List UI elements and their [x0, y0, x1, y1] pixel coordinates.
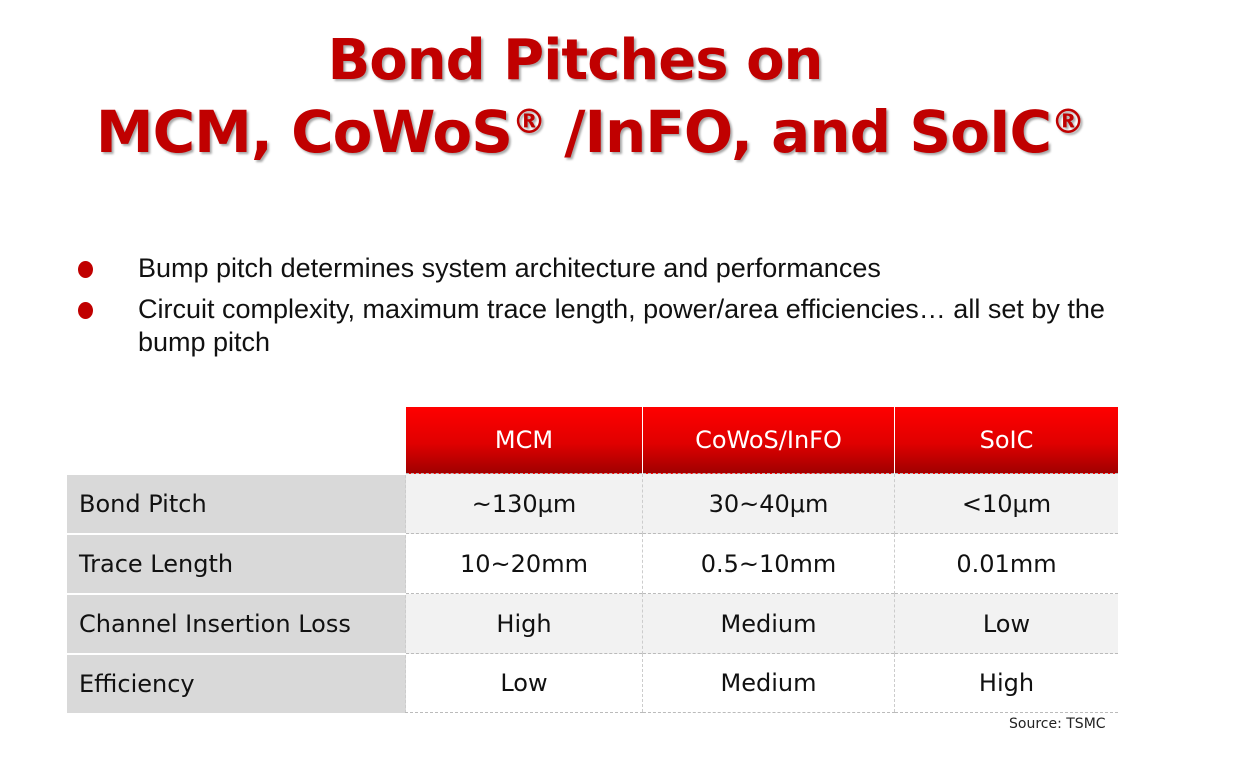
cell: Low — [405, 653, 643, 713]
row-label: Bond Pitch — [67, 472, 406, 534]
header-blank — [67, 407, 406, 474]
source-caption: Source: TSMC — [1009, 716, 1106, 732]
cell: <10μm — [894, 473, 1118, 534]
cell: 0.5~10mm — [642, 533, 895, 594]
registered-mark: ® — [1051, 102, 1085, 142]
cell: 30~40μm — [642, 473, 895, 534]
header-cowos-info: CoWoS/InFO — [642, 407, 895, 474]
bullet-item: Circuit complexity, maximum trace length… — [78, 293, 1178, 359]
header-soic: SoIC — [894, 407, 1118, 474]
bullet-dot-icon — [78, 302, 93, 319]
title-text: MCM, CoWoS — [95, 98, 513, 166]
title-text: /InFO, and SoIC — [545, 98, 1052, 166]
bullet-text: Circuit complexity, maximum trace length… — [138, 294, 1105, 357]
cell: Medium — [642, 653, 895, 713]
cell: 0.01mm — [894, 533, 1118, 594]
row-label: Trace Length — [67, 532, 406, 594]
table-row: Trace Length 10~20mm 0.5~10mm 0.01mm — [67, 532, 1118, 594]
cell: ~130μm — [405, 473, 643, 534]
table-row: Bond Pitch ~130μm 30~40μm <10μm — [67, 472, 1118, 534]
slide-title-line1: Bond Pitches on — [327, 28, 824, 93]
header-mcm: MCM — [405, 407, 643, 474]
cell: Low — [894, 593, 1118, 654]
table-row: Channel Insertion Loss High Medium Low — [67, 592, 1118, 654]
bullet-text: Bump pitch determines system architectur… — [138, 253, 881, 283]
cell: High — [405, 593, 643, 654]
slide-title-line2: MCM, CoWoS® /InFO, and SoIC® — [0, 98, 1180, 166]
registered-mark: ® — [512, 102, 546, 142]
cell: High — [894, 653, 1118, 713]
bullet-item: Bump pitch determines system architectur… — [78, 252, 1178, 285]
bullet-dot-icon — [78, 261, 93, 278]
bullet-list: Bump pitch determines system architectur… — [78, 252, 1178, 367]
cell: Medium — [642, 593, 895, 654]
table-header-row: MCM CoWoS/InFO SoIC — [67, 407, 1118, 474]
row-label: Channel Insertion Loss — [67, 592, 406, 654]
row-label: Efficiency — [67, 652, 406, 713]
cell: 10~20mm — [405, 533, 643, 594]
table-row: Efficiency Low Medium High — [67, 652, 1118, 713]
comparison-table: MCM CoWoS/InFO SoIC Bond Pitch ~130μm 30… — [67, 407, 1118, 713]
